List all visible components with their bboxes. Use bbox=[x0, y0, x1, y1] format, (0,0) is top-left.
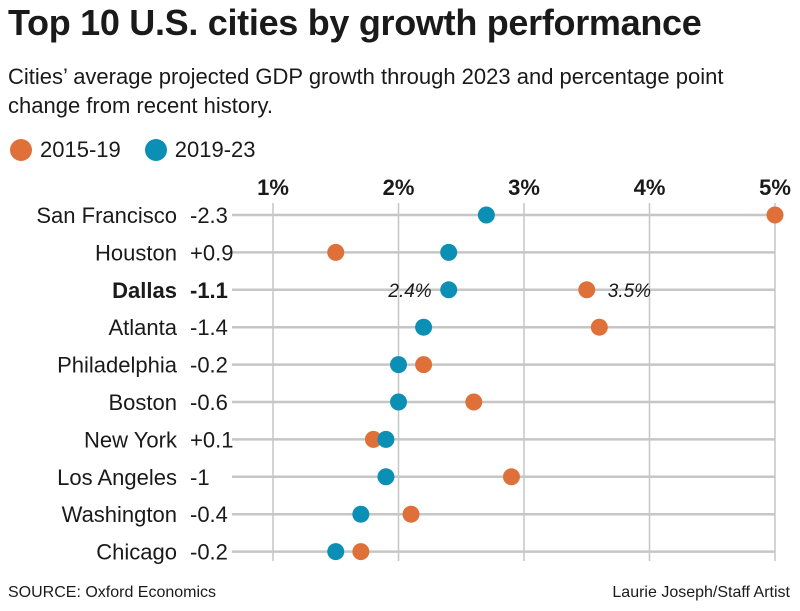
dot-2015-19 bbox=[364, 430, 382, 448]
dot-2015-19 bbox=[766, 206, 784, 224]
dot-plot: 1% 2% 3% 4% 5% San Francisco -2.3 Houston +0.9 Da… bbox=[36, 175, 791, 565]
chart-title: Top 10 U.S. cities by growth performance bbox=[8, 2, 702, 43]
dot-2015-19 bbox=[578, 281, 596, 299]
change-label: -0.4 bbox=[190, 502, 228, 527]
city-label: Houston bbox=[95, 240, 177, 265]
change-label: -0.2 bbox=[190, 540, 228, 565]
legend-item-2015-19: 2015-19 bbox=[10, 137, 121, 163]
dot-2015-19 bbox=[327, 243, 345, 261]
legend-label-2019-23: 2019-23 bbox=[174, 137, 256, 162]
change-label: -2.3 bbox=[190, 203, 228, 228]
change-label: -1.4 bbox=[190, 315, 228, 340]
city-label: New York bbox=[84, 427, 178, 452]
legend-label-2015-19: 2015-19 bbox=[40, 137, 121, 162]
dot-2019-23 bbox=[377, 468, 395, 486]
x-tick-label: 4% bbox=[634, 175, 666, 200]
legend-item-2019-23: 2019-23 bbox=[144, 137, 256, 163]
dot-2015-19 bbox=[415, 356, 433, 374]
source-note: SOURCE: Oxford Economics bbox=[8, 584, 217, 601]
x-tick-label: 5% bbox=[759, 175, 791, 200]
city-label: Dallas bbox=[112, 278, 177, 303]
change-label: -1 bbox=[190, 465, 210, 490]
change-label: -0.2 bbox=[190, 353, 228, 378]
city-label: Philadelphia bbox=[57, 353, 178, 378]
data-label: 3.5% bbox=[608, 281, 651, 302]
dot-2019-23 bbox=[327, 543, 345, 561]
chart-subtitle: Cities’ average projected GDP growth thr… bbox=[8, 64, 724, 118]
dot-2019-23 bbox=[390, 393, 407, 411]
x-tick-label: 2% bbox=[383, 175, 415, 200]
dot-2015-19 bbox=[590, 318, 608, 336]
dot-2019-23 bbox=[440, 281, 458, 299]
x-tick-label: 1% bbox=[257, 175, 289, 200]
dot-2015-19 bbox=[502, 468, 520, 486]
city-label: Boston bbox=[109, 390, 178, 415]
change-label: -1.1 bbox=[190, 278, 228, 303]
x-tick-label: 3% bbox=[508, 175, 540, 200]
city-label: Chicago bbox=[96, 540, 177, 565]
legend: 2015-19 2019-23 bbox=[10, 137, 280, 163]
dot-2019-23 bbox=[440, 243, 458, 261]
change-label: +0.1 bbox=[190, 427, 233, 452]
data-label: 2.4% bbox=[387, 281, 431, 302]
dot-2019-23 bbox=[477, 206, 495, 224]
dot-2015-19 bbox=[465, 393, 483, 411]
city-label: Atlanta bbox=[109, 315, 178, 340]
city-label: San Francisco bbox=[36, 203, 177, 228]
artist-credit: Laurie Joseph/Staff Artist bbox=[612, 584, 790, 601]
change-label: -0.6 bbox=[190, 390, 228, 415]
city-label: Los Angeles bbox=[57, 465, 177, 490]
city-label: Washington bbox=[62, 502, 177, 527]
dot-2019-23 bbox=[390, 356, 407, 374]
dot-2019-23 bbox=[352, 505, 370, 523]
dot-2015-19 bbox=[352, 543, 370, 561]
dot-2015-19 bbox=[402, 505, 420, 523]
change-label: +0.9 bbox=[190, 240, 233, 265]
legend-swatch-2015-19 bbox=[10, 139, 32, 161]
dot-2019-23 bbox=[415, 318, 433, 336]
legend-swatch-2019-23 bbox=[144, 139, 167, 161]
dot-2019-23 bbox=[377, 430, 395, 448]
